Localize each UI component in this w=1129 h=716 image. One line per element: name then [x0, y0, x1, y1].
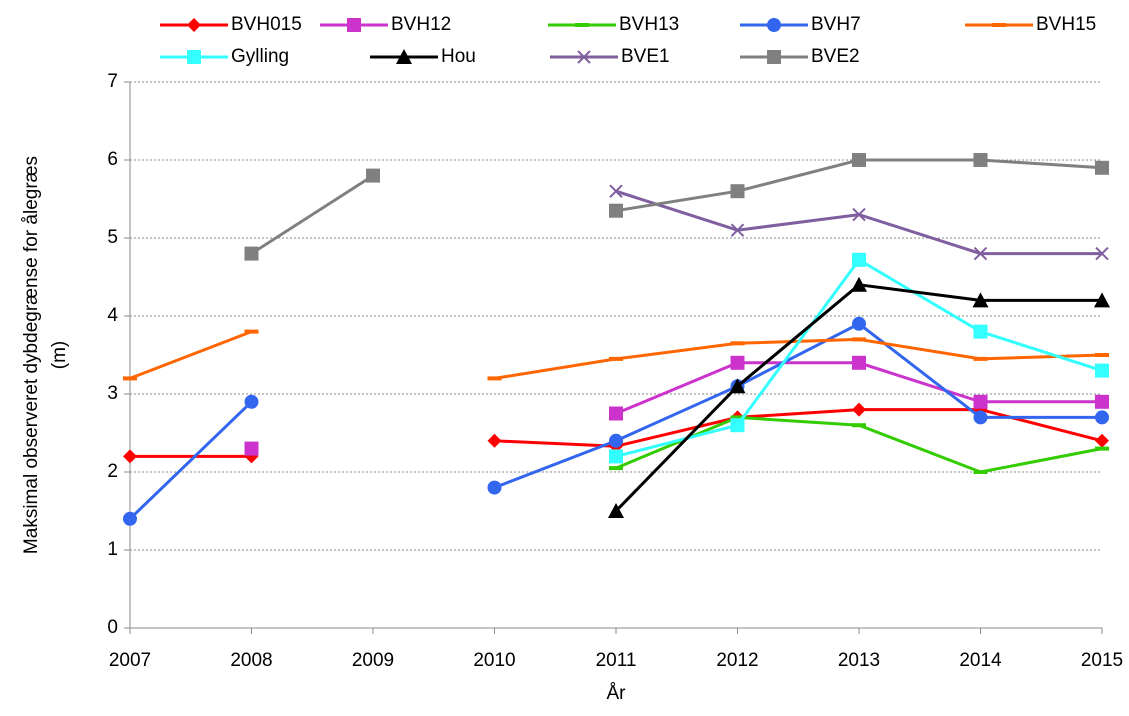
legend-marker	[992, 23, 1006, 27]
marker	[730, 341, 745, 346]
legend-marker	[396, 49, 412, 64]
marker	[730, 355, 745, 370]
marker	[852, 316, 866, 331]
legend-marker	[575, 23, 589, 27]
marker	[609, 449, 623, 464]
marker	[1095, 433, 1109, 448]
marker	[1095, 363, 1109, 378]
marker	[123, 449, 137, 464]
marker	[244, 441, 259, 456]
marker	[244, 246, 259, 261]
x-tick-label: 2007	[109, 650, 151, 671]
marker	[973, 470, 988, 474]
marker	[973, 153, 988, 167]
x-tick-label: 2009	[352, 650, 394, 671]
marker	[1095, 446, 1109, 451]
y-tick-label: 3	[107, 383, 118, 404]
marker	[730, 418, 745, 433]
legend-label: Hou	[441, 46, 476, 67]
marker	[609, 406, 623, 421]
y-tick-label: 7	[107, 71, 118, 92]
series-line	[615, 189, 1102, 256]
marker	[973, 246, 988, 261]
x-tick-label: 2011	[596, 650, 637, 671]
x-tick-label: 2008	[230, 650, 272, 671]
y-axis-title: Maksimal observeret dybdegrænse for åleg…	[21, 156, 42, 554]
marker	[730, 415, 745, 420]
x-tick-label: 2010	[473, 650, 515, 671]
legend-label: BVH13	[619, 14, 679, 35]
marker	[973, 324, 988, 339]
marker	[1095, 394, 1109, 409]
legend-label: BVH15	[1036, 14, 1096, 35]
marker	[729, 378, 746, 394]
marker	[852, 153, 866, 167]
marker	[852, 207, 866, 222]
marker	[366, 168, 380, 183]
legend-label: Gylling	[231, 46, 289, 67]
series-line	[128, 322, 1102, 520]
legend-marker	[767, 18, 781, 32]
legend-marker	[577, 50, 591, 64]
marker	[1095, 246, 1109, 261]
x-tick-label: 2015	[1081, 650, 1123, 671]
marker	[730, 223, 745, 237]
marker	[609, 184, 623, 198]
marker	[609, 356, 623, 361]
marker	[1095, 410, 1109, 425]
legend-label: BVE2	[811, 46, 860, 67]
marker	[487, 433, 502, 448]
marker	[487, 480, 502, 495]
marker	[973, 410, 988, 425]
y-tick-label: 5	[107, 227, 118, 248]
marker	[852, 337, 866, 342]
legend-marker	[187, 18, 201, 32]
legend-marker	[347, 18, 361, 32]
y-tick-label: 1	[107, 539, 118, 560]
series-line	[129, 330, 1103, 380]
marker	[851, 276, 867, 292]
marker	[1095, 353, 1109, 357]
marker	[244, 394, 259, 409]
series-line	[130, 408, 1103, 458]
marker	[852, 355, 866, 370]
legend-label: BVE1	[621, 46, 670, 67]
y-tick-label: 4	[107, 305, 118, 326]
marker	[852, 252, 866, 267]
x-tick-label: 2014	[959, 650, 1002, 671]
marker	[244, 329, 259, 334]
y-tick-label: 0	[107, 617, 118, 638]
x-axis-title: År	[607, 683, 627, 704]
marker	[609, 466, 623, 471]
marker	[973, 356, 988, 361]
marker	[609, 433, 623, 448]
marker	[123, 376, 137, 381]
y-tick-label: 2	[107, 461, 118, 482]
x-tick-label: 2013	[838, 650, 880, 671]
legend-label: BVH7	[811, 14, 861, 35]
marker	[1095, 160, 1109, 175]
marker	[123, 511, 137, 526]
marker	[973, 394, 988, 409]
marker	[608, 503, 624, 518]
legend-label: BVH12	[391, 14, 451, 35]
x-tick-label: 2012	[716, 650, 758, 671]
marker	[1094, 292, 1110, 308]
marker	[852, 402, 866, 417]
marker	[852, 423, 866, 428]
legend-marker	[767, 50, 781, 64]
legend-label: BVH015	[231, 14, 302, 35]
y-tick-label: 6	[107, 149, 118, 170]
y-axis-title: (m)	[49, 341, 70, 369]
legend-marker	[187, 50, 201, 64]
marker	[730, 184, 745, 199]
marker	[609, 203, 623, 218]
marker	[487, 376, 502, 381]
marker	[972, 292, 989, 308]
